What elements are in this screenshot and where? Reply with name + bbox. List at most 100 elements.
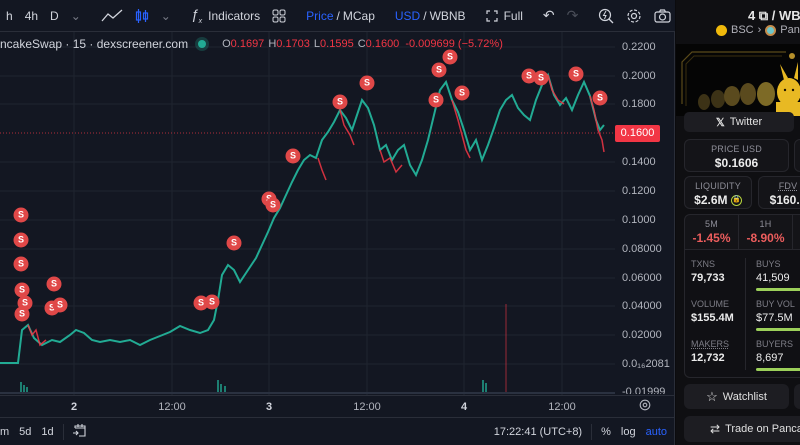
layouts-button[interactable] bbox=[266, 0, 292, 32]
sell-marker[interactable]: S bbox=[431, 62, 447, 78]
sell-marker[interactable]: S bbox=[265, 197, 281, 213]
sell-marker[interactable]: S bbox=[521, 68, 537, 84]
time-tick: 12:00 bbox=[548, 401, 576, 413]
change-1h-value: -8.90% bbox=[746, 231, 785, 245]
star-icon: ☆ bbox=[706, 388, 718, 404]
range-5d-button[interactable]: 5d bbox=[19, 425, 32, 438]
sell-marker[interactable]: S bbox=[52, 297, 68, 313]
market-status-dot bbox=[198, 40, 207, 48]
percent-scale-toggle[interactable]: % bbox=[601, 425, 611, 438]
dex-link[interactable]: Panc bbox=[780, 24, 800, 36]
price-option[interactable]: Price bbox=[306, 8, 334, 23]
screenshot-button[interactable] bbox=[648, 0, 677, 32]
timeframe-dropdown[interactable]: ⌄ bbox=[65, 0, 87, 32]
candlestick-chart bbox=[0, 32, 615, 395]
time-tick: 3 bbox=[265, 401, 273, 413]
alert-button[interactable] bbox=[794, 384, 800, 409]
change-5m[interactable]: 5M -1.45% bbox=[685, 215, 739, 249]
auto-scale-toggle[interactable]: auto bbox=[645, 425, 667, 438]
sell-marker[interactable]: S bbox=[204, 294, 220, 310]
buys-label: BUYS bbox=[756, 259, 781, 269]
sell-marker[interactable]: S bbox=[14, 282, 30, 298]
sell-marker[interactable]: S bbox=[332, 94, 348, 110]
chain-link[interactable]: BSC bbox=[731, 24, 754, 36]
chart-panel: h 4h D ⌄ ⌄ ƒx Indicators Price / bbox=[0, 0, 675, 445]
sell-marker[interactable]: S bbox=[359, 75, 375, 91]
settings-button[interactable] bbox=[620, 0, 648, 32]
mcap-option[interactable]: MCap bbox=[342, 8, 375, 23]
sell-marker[interactable]: S bbox=[14, 306, 30, 322]
sell-marker[interactable]: S bbox=[568, 66, 584, 82]
slash: / bbox=[336, 8, 340, 23]
current-price-label: 0.1600 bbox=[615, 125, 660, 142]
high-value: 0.1703 bbox=[276, 38, 310, 50]
fullscreen-button[interactable]: Full bbox=[480, 0, 529, 32]
price-axis[interactable]: 0.2200 0.2000 0.1800 0.1400 0.1200 0.100… bbox=[615, 32, 675, 395]
line-chart-button[interactable] bbox=[95, 0, 129, 32]
quick-search-button[interactable] bbox=[592, 0, 620, 32]
redo-button[interactable]: ↷ bbox=[561, 0, 585, 32]
trade-label: Trade on Panca bbox=[725, 423, 800, 435]
change-5m-label: 5M bbox=[705, 219, 718, 229]
sell-marker[interactable]: S bbox=[533, 70, 549, 86]
sell-marker[interactable]: S bbox=[13, 256, 29, 272]
timeframe-d[interactable]: D bbox=[50, 8, 59, 23]
price-tick: 0.1200 bbox=[622, 185, 656, 197]
buys-stat: BUYS 41,509 bbox=[756, 259, 800, 291]
chart-plot-area[interactable]: S S S S S S S S S S S S S S S S S S S S … bbox=[0, 32, 615, 395]
candles-button[interactable] bbox=[129, 0, 155, 32]
sell-marker[interactable]: S bbox=[46, 276, 62, 292]
volume-label: VOLUME bbox=[691, 299, 730, 309]
log-scale-toggle[interactable]: log bbox=[620, 425, 636, 438]
chart-type-dropdown[interactable]: ⌄ bbox=[155, 0, 177, 32]
trade-button[interactable]: ⇄ Trade on Panca bbox=[684, 416, 800, 442]
token-info-panel: 4 ⧉ / WBN BSC › Panc 𝕏 Twitter bbox=[676, 0, 800, 445]
clock-time[interactable]: 17:22:41 (UTC+8) bbox=[493, 425, 583, 438]
price-usd-label: PRICE USD bbox=[711, 144, 762, 154]
grid-layout-icon bbox=[272, 9, 286, 22]
watchlist-button[interactable]: ☆ Watchlist bbox=[684, 384, 789, 409]
sell-marker[interactable]: S bbox=[428, 92, 444, 108]
wbnb-option[interactable]: WBNB bbox=[429, 8, 466, 23]
range-button[interactable]: m bbox=[0, 425, 10, 438]
lock-icon[interactable]: 🔒 bbox=[730, 195, 742, 207]
buyers-stat: BUYERS 8,697 bbox=[756, 339, 800, 371]
indicators-button[interactable]: ƒx Indicators bbox=[185, 0, 266, 32]
divider bbox=[62, 423, 64, 440]
usd-option[interactable]: USD bbox=[394, 8, 421, 23]
goto-date-button[interactable] bbox=[68, 423, 92, 440]
time-tick: 12:00 bbox=[353, 401, 381, 413]
axis-settings-button[interactable] bbox=[639, 399, 651, 414]
timeframe-4h[interactable]: 4h bbox=[24, 8, 39, 23]
change-5m-value: -1.45% bbox=[692, 231, 731, 245]
liquidity-amount: $2.6M bbox=[694, 193, 728, 207]
currency-toggle[interactable]: USD / WBNB bbox=[389, 0, 472, 32]
banner-image bbox=[676, 44, 800, 116]
sell-marker[interactable]: S bbox=[592, 90, 608, 106]
bsc-icon bbox=[716, 24, 727, 36]
sell-marker[interactable]: S bbox=[454, 85, 470, 101]
sell-marker[interactable]: S bbox=[285, 148, 301, 164]
change-1h[interactable]: 1H -8.90% bbox=[739, 215, 793, 249]
chart-legend: ncakeSwap · 15 · dexscreener.com O 0.1697… bbox=[0, 36, 503, 52]
sell-marker[interactable]: S bbox=[226, 235, 242, 251]
sell-marker[interactable]: S bbox=[442, 49, 458, 65]
fdv-label: FDV bbox=[778, 181, 798, 191]
twitter-button[interactable]: 𝕏 Twitter bbox=[684, 112, 794, 132]
lightning-search-icon bbox=[599, 8, 614, 23]
price-mcap-toggle[interactable]: Price / MCap bbox=[300, 0, 381, 32]
line-chart-icon bbox=[101, 9, 123, 21]
timeframe-1h[interactable]: h bbox=[6, 8, 13, 23]
price-tick: 0.08000 bbox=[622, 243, 662, 255]
gear-icon bbox=[627, 8, 641, 23]
candles-icon bbox=[135, 8, 148, 23]
sell-marker[interactable]: S bbox=[13, 207, 29, 223]
range-1d-button[interactable]: 1d bbox=[41, 425, 54, 438]
open-value: 0.1697 bbox=[230, 38, 265, 50]
divider bbox=[591, 423, 593, 440]
time-axis[interactable]: 2 12:00 3 12:00 4 12:00 bbox=[0, 395, 675, 417]
undo-button[interactable]: ↶ bbox=[537, 0, 561, 32]
price-tick: 0.1000 bbox=[622, 214, 656, 226]
sell-marker[interactable]: S bbox=[13, 232, 29, 248]
